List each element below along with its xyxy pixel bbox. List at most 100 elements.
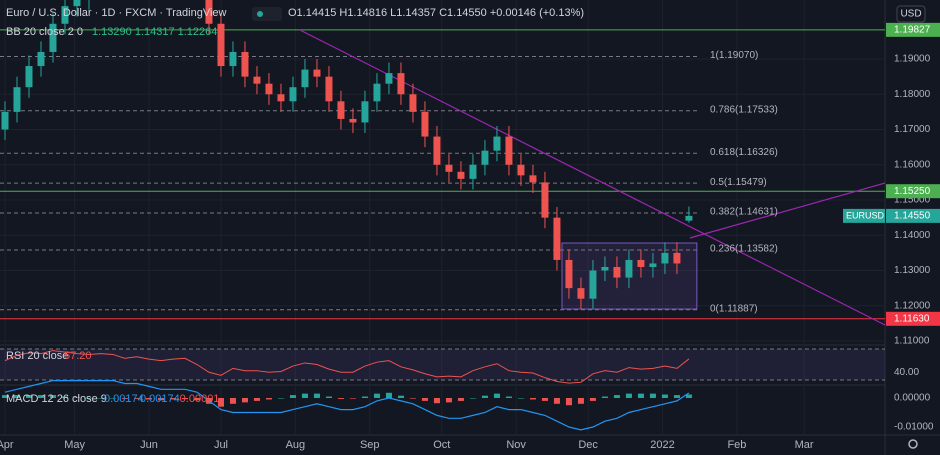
x-tick-label: Nov xyxy=(506,439,526,451)
candle-body xyxy=(589,270,597,299)
macd-histogram-bar xyxy=(493,393,500,398)
x-tick-label: Feb xyxy=(727,439,746,451)
macd-hist-value: -0.00001 xyxy=(176,393,219,405)
macd-histogram-bar xyxy=(241,397,248,403)
macd-histogram-bar xyxy=(217,397,224,407)
macd-histogram-bar xyxy=(301,393,308,398)
price-tag-label: 1.15250 xyxy=(894,186,931,197)
y-tick-label: 0.00000 xyxy=(894,393,931,404)
macd-histogram-bar xyxy=(313,393,320,398)
macd-histogram-bar xyxy=(277,397,284,399)
candle-body xyxy=(337,101,345,119)
macd-histogram-bar xyxy=(589,397,596,401)
macd-histogram-bar xyxy=(13,395,20,398)
macd-histogram-bar xyxy=(337,397,344,399)
candle-body xyxy=(493,136,501,151)
price-tag-label: 1.11630 xyxy=(894,313,930,324)
candle-body xyxy=(73,0,81,7)
macd-histogram-bar xyxy=(685,394,692,398)
trend-line xyxy=(299,29,886,326)
symbol-title: Euro / U.S. Dollar · 1D · FXCM · Trading… xyxy=(6,7,227,19)
candle-body xyxy=(277,94,285,102)
macd-histogram-bar xyxy=(265,397,272,400)
candle-body xyxy=(49,23,57,52)
fib-label: 0(1.11887) xyxy=(710,303,758,314)
x-tick-label: Dec xyxy=(578,439,598,451)
candle-body xyxy=(37,51,45,67)
price-tag xyxy=(886,22,940,37)
fib-label: 0.382(1.14631) xyxy=(710,207,778,218)
macd-histogram-bar xyxy=(61,396,68,398)
macd-histogram-bar xyxy=(421,397,428,401)
candle-body xyxy=(301,69,309,88)
candle-body xyxy=(481,150,489,165)
status-dot xyxy=(257,11,263,17)
macd-histogram-bar xyxy=(373,393,380,398)
candle-body xyxy=(349,118,357,123)
status-icons[interactable] xyxy=(252,7,282,21)
candle-body xyxy=(625,259,633,278)
macd-histogram-bar xyxy=(637,393,644,398)
y-tick-label: 1.15000 xyxy=(894,195,931,206)
rsi-value: 57.20 xyxy=(64,350,92,362)
candle-body xyxy=(505,136,513,165)
last-price-label: 1.14550 xyxy=(894,211,931,222)
fib-label: 1(1.19070) xyxy=(710,50,758,61)
candle-body xyxy=(661,252,669,264)
y-tick-label: 1.12000 xyxy=(894,300,931,311)
x-tick-label: Oct xyxy=(433,439,450,451)
candle-body xyxy=(517,164,525,176)
price-tag xyxy=(886,184,940,199)
x-tick-label: Mar xyxy=(795,439,814,451)
candle-body xyxy=(385,73,393,84)
candle-body xyxy=(409,94,417,112)
candle-body xyxy=(289,87,297,102)
macd-histogram-bar xyxy=(445,397,452,403)
macd-line xyxy=(4,379,690,431)
macd-histogram-bar xyxy=(433,397,440,404)
fib-label: 0.786(1.17533) xyxy=(710,104,778,115)
macd-histogram-bar xyxy=(97,397,104,399)
macd-histogram-bar xyxy=(325,396,332,398)
candle-body xyxy=(649,263,657,267)
grid xyxy=(0,0,885,435)
macd-histogram-bar xyxy=(133,397,140,399)
macd-histogram-bar xyxy=(109,397,116,399)
candle-body xyxy=(205,0,213,24)
macd-histogram-bar xyxy=(469,397,476,399)
macd-histogram-bar xyxy=(385,392,392,398)
x-tick-label: Jun xyxy=(140,439,158,451)
macd-value: 0.00174 xyxy=(104,393,144,405)
macd-histogram-bar xyxy=(169,397,176,400)
y-tick-label: 1.13000 xyxy=(894,265,931,276)
macd-histogram-bar xyxy=(253,397,260,401)
ohlc: O1.14415 H1.14816 L1.14357 C1.14550 +0.0… xyxy=(288,7,584,19)
macd-histogram-bar xyxy=(529,397,536,400)
symbol-tag xyxy=(843,208,885,223)
candle-body xyxy=(637,259,645,267)
macd-histogram-bar xyxy=(25,395,32,398)
fib-label: 0.236(1.13582) xyxy=(710,244,778,255)
candle-body xyxy=(673,252,681,264)
price-tag-label: 1.19827 xyxy=(894,24,931,35)
y-tick-label: 40.00 xyxy=(894,367,919,378)
y-tick-label: 1.19000 xyxy=(894,54,931,65)
y-tick-label: 1.18000 xyxy=(894,89,931,100)
candle-body xyxy=(325,76,333,102)
macd-histogram-bar xyxy=(613,395,620,398)
currency-button-label: USD xyxy=(900,9,921,20)
y-tick-label: 1.16000 xyxy=(894,159,931,170)
rsi-line xyxy=(4,350,690,384)
candle-body xyxy=(265,83,273,95)
macd-histogram-bar xyxy=(289,395,296,398)
candle-body xyxy=(313,69,321,77)
settings-icon[interactable] xyxy=(908,439,918,449)
macd-histogram-bar xyxy=(397,395,404,398)
macd-signal-value: 0.00174 xyxy=(140,393,180,405)
candle-body xyxy=(685,215,693,221)
candle-body xyxy=(553,217,561,260)
candle-body xyxy=(1,111,9,130)
macd-histogram-bar xyxy=(73,397,80,398)
currency-button[interactable] xyxy=(896,5,926,23)
macd-histogram-bar xyxy=(49,395,56,398)
